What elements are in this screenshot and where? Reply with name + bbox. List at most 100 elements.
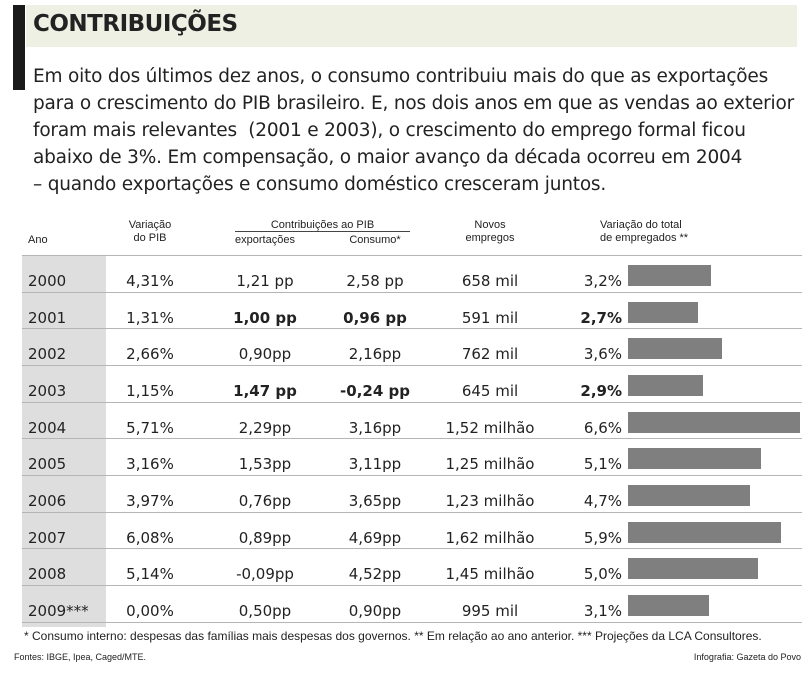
row-rule bbox=[22, 255, 802, 256]
header-contrib: Contribuições ao PIB bbox=[270, 219, 375, 231]
year: 2007 bbox=[28, 528, 67, 547]
year: 2006 bbox=[28, 492, 67, 511]
gdp: 1,31% bbox=[126, 308, 174, 327]
gdp: 4,31% bbox=[126, 272, 174, 290]
employed-label: 5,0% bbox=[583, 565, 622, 584]
gdp: 2,66% bbox=[126, 345, 174, 364]
employed-label: 3,6% bbox=[583, 345, 622, 364]
intro-line: Em oito dos últimos dez anos, o consumo … bbox=[33, 66, 769, 87]
exports: -0,09pp bbox=[236, 565, 294, 584]
employed-bar bbox=[628, 411, 800, 433]
consumption: 4,52pp bbox=[348, 565, 402, 584]
header-jobs: Novos empregos bbox=[465, 219, 515, 244]
exports: 0,90pp bbox=[238, 345, 292, 364]
intro-line: foram mais relevantes (2001 e 2003), o c… bbox=[33, 120, 746, 141]
row-rule bbox=[22, 475, 802, 477]
title: CONTRIBUIÇÕES bbox=[33, 11, 238, 37]
year: 2002 bbox=[28, 345, 67, 364]
year-column bbox=[22, 255, 106, 627]
credit: Infografia: Gazeta do Povo bbox=[693, 652, 801, 662]
employed-label: 3,2% bbox=[583, 272, 622, 290]
consumption: -0,24 pp bbox=[340, 382, 410, 400]
consumption: 2,58 pp bbox=[346, 272, 404, 290]
header-employed: Variação do total de empregados ** bbox=[600, 219, 689, 244]
year: 2004 bbox=[28, 418, 67, 437]
jobs: 645 mil bbox=[461, 382, 519, 400]
header-year: Ano bbox=[28, 234, 48, 246]
employed-label: 4,7% bbox=[583, 492, 622, 511]
consumption: 2,16pp bbox=[348, 345, 402, 364]
exports: 1,00 pp bbox=[233, 308, 297, 327]
gdp: 1,15% bbox=[126, 382, 174, 400]
gdp: 5,14% bbox=[126, 565, 174, 584]
row-rule bbox=[22, 365, 802, 366]
jobs: 1,52 milhão bbox=[445, 418, 535, 437]
jobs: 1,23 milhão bbox=[445, 492, 535, 511]
gdp: 3,97% bbox=[126, 492, 174, 511]
employed-bar bbox=[628, 558, 758, 580]
header-rule bbox=[235, 231, 410, 232]
employed-bar bbox=[628, 521, 782, 543]
accent-bar bbox=[13, 5, 25, 90]
header-exports: exportações bbox=[235, 234, 295, 246]
header-consumption: Consumo* bbox=[349, 234, 401, 246]
year: 2008 bbox=[28, 565, 67, 584]
gdp: 3,16% bbox=[126, 455, 174, 474]
jobs: 1,25 milhão bbox=[445, 455, 535, 474]
consumption: 3,11pp bbox=[348, 455, 402, 474]
footnote: * Consumo interno: despesas das famílias… bbox=[24, 629, 762, 643]
employed-label: 3,1% bbox=[583, 602, 622, 621]
row-rule bbox=[22, 621, 802, 623]
employed-bar bbox=[628, 338, 722, 360]
row-rule bbox=[22, 328, 802, 330]
jobs: 1,45 milhão bbox=[445, 565, 535, 584]
employed-bar bbox=[628, 485, 751, 507]
gdp: 6,08% bbox=[126, 528, 174, 547]
exports: 2,29pp bbox=[238, 418, 292, 437]
employed-bar bbox=[628, 375, 704, 396]
row-rule bbox=[22, 511, 802, 513]
exports: 0,76pp bbox=[238, 492, 292, 511]
intro-line: – quando exportações e consumo doméstico… bbox=[33, 174, 607, 195]
jobs: 591 mil bbox=[461, 308, 519, 327]
employed-label: 2,9% bbox=[580, 382, 622, 400]
consumption: 3,16pp bbox=[348, 418, 402, 437]
employed-bar bbox=[628, 265, 712, 286]
consumption: 0,90pp bbox=[348, 602, 402, 621]
employed-bar bbox=[628, 301, 699, 323]
title-band bbox=[26, 5, 797, 47]
employed-bar bbox=[628, 448, 761, 470]
intro-line: para o crescimento do PIB brasileiro. E,… bbox=[33, 93, 794, 114]
row-rule bbox=[22, 291, 802, 293]
employed-label: 5,1% bbox=[583, 455, 622, 474]
gdp: 0,00% bbox=[126, 602, 174, 621]
intro-line: abaixo de 3%. Em compensação, o maior av… bbox=[33, 147, 743, 168]
row-rule bbox=[22, 585, 802, 587]
jobs: 1,62 milhão bbox=[445, 528, 535, 547]
gdp: 5,71% bbox=[126, 418, 174, 437]
sources: Fontes: IBGE, Ipea, Caged/MTE. bbox=[14, 652, 147, 662]
exports: 0,50pp bbox=[238, 602, 292, 621]
jobs: 658 mil bbox=[461, 272, 519, 290]
year: 2001 bbox=[28, 308, 67, 327]
row-rule bbox=[22, 401, 802, 403]
employed-bar bbox=[628, 595, 709, 617]
consumption: 0,96 pp bbox=[343, 308, 407, 327]
row-rule bbox=[22, 438, 802, 440]
year: 2009*** bbox=[28, 602, 89, 621]
employed-label: 5,9% bbox=[583, 528, 622, 547]
consumption: 4,69pp bbox=[348, 528, 402, 547]
exports: 1,47 pp bbox=[233, 382, 297, 400]
exports: 1,21 pp bbox=[236, 272, 294, 290]
jobs: 995 mil bbox=[461, 602, 519, 621]
consumption: 3,65pp bbox=[348, 492, 402, 511]
row-rule bbox=[22, 548, 802, 550]
employed-label: 6,6% bbox=[583, 418, 622, 437]
year: 2005 bbox=[28, 455, 67, 474]
exports: 1,53pp bbox=[238, 455, 292, 474]
year: 2000 bbox=[28, 272, 67, 290]
exports: 0,89pp bbox=[238, 528, 292, 547]
employed-label: 2,7% bbox=[580, 308, 622, 327]
header-gdp: Variação do PIB bbox=[128, 219, 172, 244]
